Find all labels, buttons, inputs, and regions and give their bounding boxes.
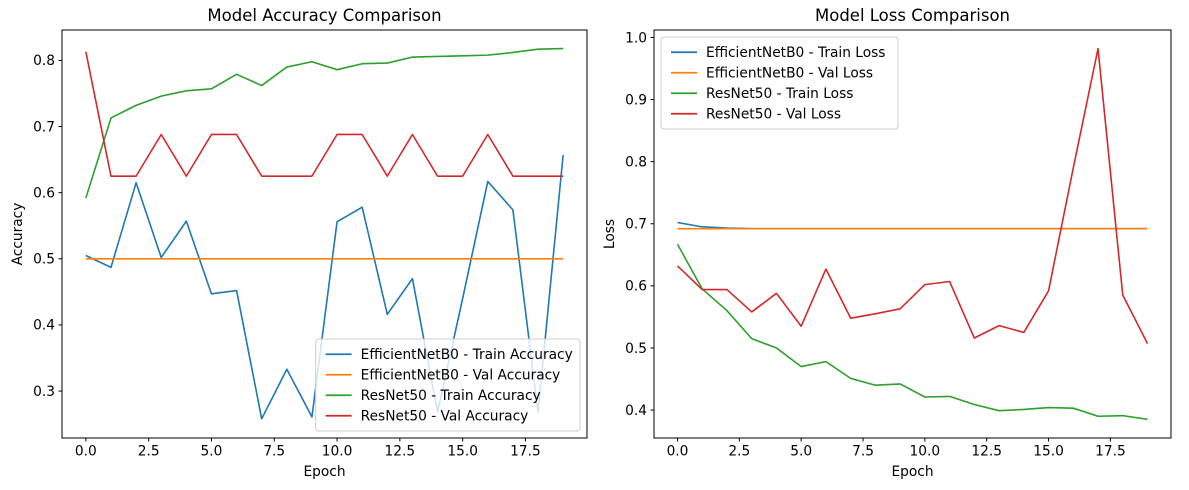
y-tick-label: 1.0 [625, 30, 647, 46]
y-tick-label: 0.3 [33, 384, 55, 400]
y-tick-label: 0.4 [33, 318, 55, 334]
chart-title: Model Loss Comparison [815, 6, 1010, 25]
x-axis-label: Epoch [303, 464, 345, 480]
x-tick-label: 17.5 [1095, 444, 1126, 460]
y-tick-label: 0.5 [33, 252, 55, 268]
x-tick-label: 12.5 [971, 444, 1002, 460]
x-tick-label: 10.0 [910, 444, 941, 460]
x-tick-label: 5.0 [790, 444, 812, 460]
y-tick-label: 0.5 [625, 341, 647, 357]
x-tick-label: 7.5 [263, 444, 285, 460]
x-tick-label: 2.5 [138, 444, 160, 460]
x-tick-label: 15.0 [447, 444, 478, 460]
series-group [676, 47, 1149, 421]
series-line [85, 47, 564, 199]
y-tick-label: 0.9 [625, 92, 647, 108]
chart-title: Model Accuracy Comparison [207, 6, 441, 25]
legend-label: EfficientNetB0 - Train Loss [706, 45, 885, 61]
legend-frame [315, 338, 581, 432]
legend-label: EfficientNetB0 - Val Loss [706, 66, 873, 82]
legend: EfficientNetB0 - Train Accuracy Efficient… [315, 338, 581, 432]
y-tick-label: 0.8 [33, 53, 55, 69]
y-tick-label: 0.4 [625, 403, 647, 419]
x-tick-label: 5.0 [201, 444, 223, 460]
legend-label: ResNet50 - Train Loss [706, 86, 853, 102]
series-line [85, 51, 564, 177]
x-tick-label: 2.5 [728, 444, 750, 460]
legend: EfficientNetB0 - Train Loss EfficientNetB… [660, 36, 899, 130]
x-tick-label: 17.5 [510, 444, 541, 460]
legend-label: ResNet50 - Val Loss [706, 107, 841, 123]
x-tick-label: 0.0 [75, 444, 97, 460]
legend-label: EfficientNetB0 - Train Accuracy [361, 347, 573, 363]
y-axis-label: Loss [602, 219, 618, 249]
y-tick-label: 0.6 [33, 185, 55, 201]
x-tick-label: 15.0 [1033, 444, 1064, 460]
x-tick-label: 10.0 [322, 444, 353, 460]
series-line [676, 47, 1149, 344]
x-axis-label: Epoch [891, 464, 933, 480]
y-tick-label: 0.6 [625, 279, 647, 295]
axes-frame [61, 29, 588, 439]
series-line [677, 221, 1148, 230]
legend-label: EfficientNetB0 - Val Accuracy [361, 368, 561, 384]
y-tick-label: 0.7 [33, 119, 55, 135]
series-line [85, 154, 564, 420]
legend-label: ResNet50 - Val Accuracy [361, 409, 529, 425]
x-tick-label: 7.5 [852, 444, 874, 460]
y-tick-label: 0.7 [625, 217, 647, 233]
y-axis-label: Accuracy [10, 203, 26, 266]
legend-label: ResNet50 - Train Accuracy [361, 388, 541, 404]
y-tick-label: 0.8 [625, 154, 647, 170]
legend-frame [660, 36, 899, 130]
x-tick-label: 0.0 [667, 444, 689, 460]
series-group [85, 47, 564, 420]
x-tick-label: 12.5 [385, 444, 416, 460]
axes-frame [653, 29, 1172, 439]
series-line [676, 243, 1148, 421]
